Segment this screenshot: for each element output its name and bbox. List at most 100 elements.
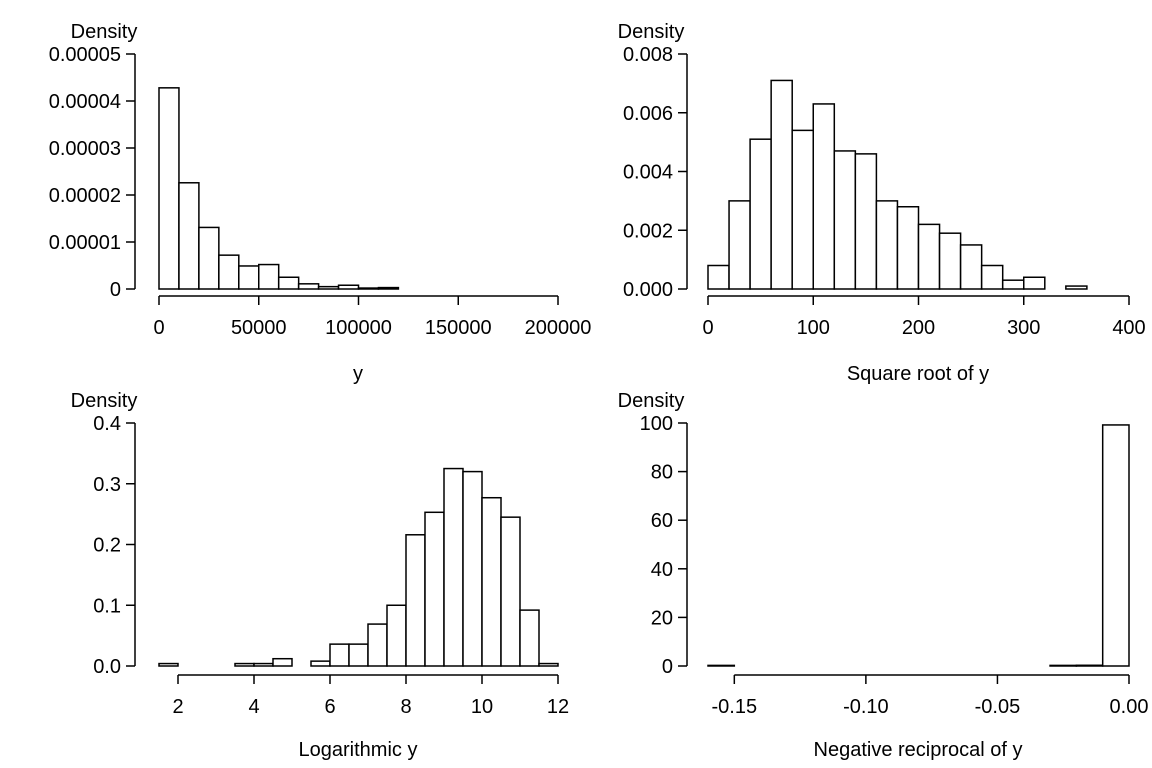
y-tick-label: 0.002 [623,220,673,242]
y-axis-title: Density [71,390,138,412]
y-axis-title: Density [71,21,138,43]
y-tick-label: 60 [651,510,673,532]
histogram-bar [253,662,274,667]
panel-square-root-histogram: Density Square root of y 0.000 0.002 0.004… [618,21,1146,385]
histogram-bar [337,284,360,290]
y-tick-label: 0.00005 [49,44,121,66]
histogram-bar [198,226,220,290]
histogram-bar [178,182,200,290]
x-tick-label: 150000 [425,317,492,339]
histogram-bar [749,138,772,290]
panel-negative-reciprocal-histogram: Density Negative reciprocal of y 0 20 40 60… [618,390,1149,761]
histogram-bar [519,609,540,667]
y-tick-label: 80 [651,462,673,484]
histogram-bar [812,103,836,290]
histogram-bar [938,232,962,290]
histogram-bar [1001,279,1025,290]
y-axis-title: Density [618,21,685,43]
x-tick-label: 2 [172,696,183,718]
x-tick-label: 100000 [325,317,392,339]
histogram-bar [462,470,483,667]
histogram-bar [1101,424,1130,667]
x-tick-label: 12 [547,696,569,718]
y-tick-label: 0.00003 [49,138,121,160]
y-tick-label: 0.006 [623,103,673,125]
y-tick-label: 0 [110,279,121,301]
x-tick-label: -0.15 [712,696,758,718]
y-tick-label: 0.3 [93,474,121,496]
x-tick-label: 300 [1007,317,1040,339]
y-tick-label: 20 [651,607,673,629]
y-tick-label: 0.4 [93,413,121,435]
histogram-bar [833,150,857,290]
x-tick-label: 0 [153,317,164,339]
panel-y-histogram: Density y 0 0.00001 0.00002 0.00003 0.00004 0… [49,21,592,385]
histogram-bar [424,511,445,667]
histogram-bar [310,660,331,667]
histogram-bar [297,283,320,290]
histogram-bar [405,534,426,667]
histogram-bar [959,244,983,290]
y-tick-label: 0.0 [93,656,121,678]
x-tick-label: 100 [797,317,830,339]
histogram-bar [218,254,240,290]
histogram-bar [980,264,1004,290]
histogram-bar [377,286,400,290]
x-tick-label: 50000 [231,317,287,339]
histogram-bar [896,206,920,290]
y-tick-label: 0.004 [623,162,673,184]
y-tick-label: 100 [640,413,673,435]
histogram-bar [357,287,380,290]
x-tick-label: 400 [1112,317,1145,339]
y-tick-label: 0.2 [93,535,121,557]
x-tick-label: 4 [248,696,259,718]
y-tick-label: 0 [662,656,673,678]
histogram-bar [854,153,878,290]
x-tick-label: -0.05 [975,696,1021,718]
histogram-bar [234,662,255,667]
histogram-bar [367,623,388,667]
y-axis-title: Density [618,390,685,412]
y-tick-label: 0.1 [93,595,121,617]
x-axis-title: Negative reciprocal of y [814,739,1023,761]
histogram-bar [728,200,751,290]
histogram-bar [443,467,464,667]
histogram-bar [1049,664,1078,667]
y-tick-label: 40 [651,559,673,581]
y-tick-label: 0.00001 [49,232,121,254]
histogram-bar [770,79,793,290]
x-tick-label: 200 [902,317,935,339]
histogram-bar [500,516,521,667]
x-tick-label: 10 [471,696,493,718]
histogram-bar [707,664,736,667]
x-axis-title: y [353,363,363,385]
x-tick-label: -0.10 [843,696,889,718]
x-axis-title: Square root of y [847,363,989,385]
histogram-bar [791,129,815,290]
histogram-bar [1023,276,1046,290]
histogram-bar [258,263,280,290]
histogram-bar [707,264,730,290]
histogram-bar [917,223,941,290]
histogram-bar [481,496,502,667]
x-tick-label: 0.00 [1110,696,1149,718]
y-tick-label: 0.00004 [49,91,121,113]
x-tick-label: 200000 [525,317,592,339]
panel-logarithmic-histogram: Density Logarithmic y 0.0 0.1 0.2 0.3 0.4 2 4 6… [71,390,569,761]
x-tick-label: 6 [324,696,335,718]
histogram-bar [317,285,340,290]
histogram-bar [386,604,407,667]
y-tick-label: 0.008 [623,44,673,66]
histogram-bar [272,657,293,667]
histogram-bar [1075,664,1104,667]
histogram-bar [1065,285,1088,290]
histogram-bar [875,200,899,290]
histogram-bar [277,276,300,290]
y-tick-label: 0.000 [623,279,673,301]
histogram-bar [348,643,369,667]
x-tick-label: 8 [400,696,411,718]
histogram-bar [158,662,179,667]
histogram-bar [329,643,350,667]
histogram-bar [238,265,260,290]
